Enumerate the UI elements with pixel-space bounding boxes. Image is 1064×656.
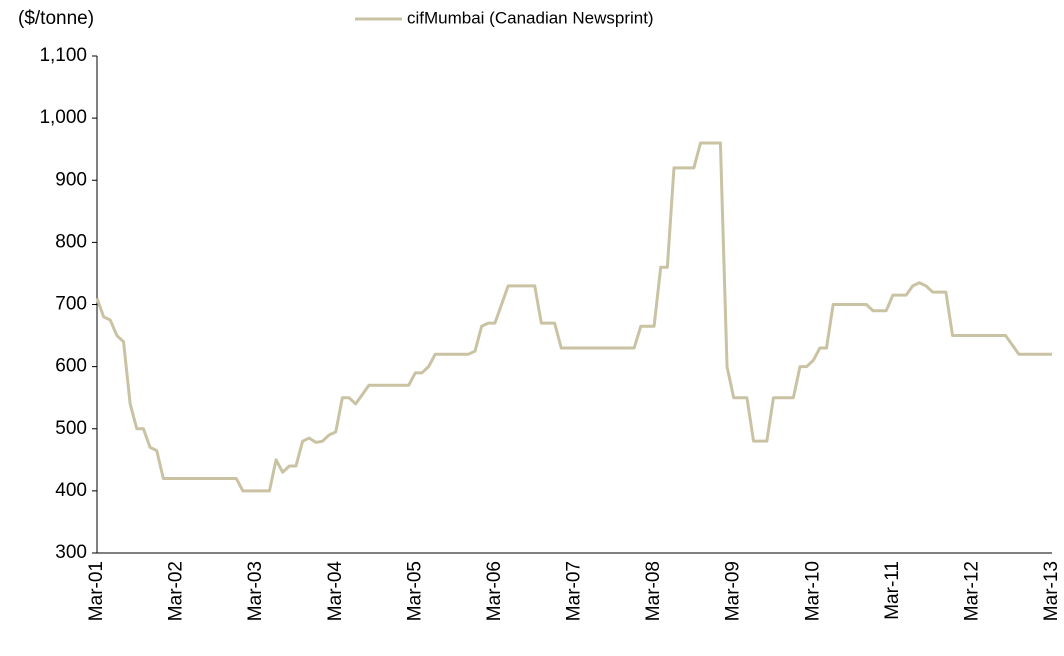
x-tick-label: Mar-05	[404, 561, 425, 621]
x-tick-label: Mar-08	[643, 561, 664, 621]
x-tick-label: Mar-09	[723, 561, 744, 621]
x-tick-label: Mar-11	[882, 561, 903, 620]
y-tick-label: 800	[55, 231, 87, 252]
x-tick-label: Mar-07	[564, 561, 585, 621]
x-tick-label: Mar-13	[1041, 561, 1062, 621]
x-tick-label: Mar-03	[245, 561, 266, 621]
x-tick-label: Mar-12	[961, 561, 982, 621]
y-tick-label: 600	[55, 356, 87, 377]
line-series	[95, 141, 1052, 493]
y-tick-label: 1,000	[39, 107, 87, 128]
y-tick-label: 300	[55, 542, 87, 563]
y-tick-label: 500	[55, 418, 87, 439]
legend-label: cifMumbai (Canadian Newsprint)	[407, 8, 654, 27]
y-axis-title: ($/tonne)	[18, 8, 94, 29]
x-tick-label: Mar-06	[484, 561, 505, 621]
y-tick-label: 1,100	[39, 45, 87, 66]
y-tick-label: 700	[55, 294, 87, 315]
x-tick-label: Mar-04	[325, 561, 346, 622]
x-tick-label: Mar-02	[166, 561, 187, 621]
x-tick-label: Mar-01	[86, 561, 107, 621]
y-tick-label: 400	[55, 480, 87, 501]
x-tick-label: Mar-10	[802, 561, 823, 621]
y-tick-label: 900	[55, 169, 87, 190]
